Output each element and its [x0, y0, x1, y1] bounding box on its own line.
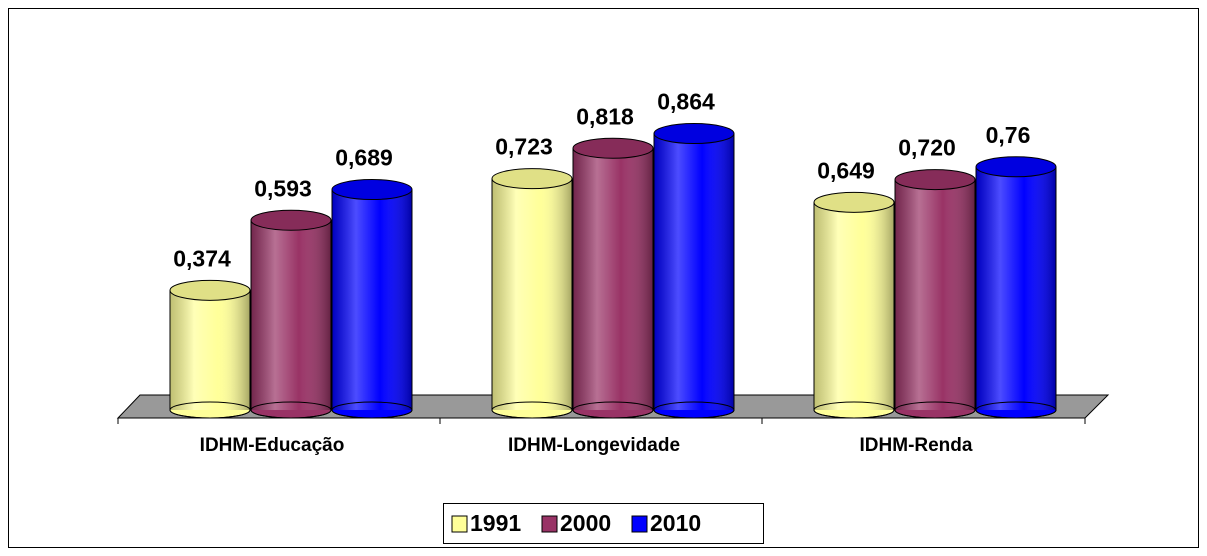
data-label: 0,76 — [986, 122, 1031, 148]
cylinder-shade — [332, 189, 412, 410]
cylinder-top-shade — [976, 156, 1056, 177]
cylinder-shade — [976, 166, 1056, 410]
cylinder-top-shade — [170, 280, 250, 301]
data-label: 0,818 — [576, 103, 634, 129]
cylinder-top — [813, 191, 895, 213]
cylinder-top-shade — [251, 210, 331, 231]
x-tick-label: IDHM-Longevidade — [508, 435, 680, 456]
cylinder-top — [250, 209, 332, 231]
cylinder-top-shade — [332, 179, 412, 200]
cylinder-top — [653, 123, 735, 145]
cylinder-shade — [170, 290, 250, 410]
legend-label: 2000 — [560, 510, 611, 536]
legend-swatch — [631, 515, 648, 533]
cylinder-top-shade — [895, 169, 975, 190]
legend — [443, 503, 764, 544]
cylinder-top-shade — [573, 138, 653, 159]
cylinder-shade — [895, 179, 975, 410]
cylinder-top — [975, 156, 1057, 178]
cylinder-top — [894, 169, 976, 191]
cylinder-top — [491, 168, 573, 190]
legend-label: 1991 — [470, 510, 521, 536]
data-label: 0,593 — [254, 175, 312, 201]
data-label: 0,720 — [898, 135, 956, 161]
cylinder-shade — [814, 202, 894, 410]
data-label: 0,689 — [335, 145, 393, 171]
cylinder-top-shade — [654, 123, 734, 144]
legend-swatch — [451, 515, 468, 533]
x-tick-label: IDHM-Renda — [860, 435, 973, 456]
cylinder-top — [169, 279, 251, 301]
legend-swatch — [541, 515, 558, 533]
cylinder-shade — [492, 178, 572, 410]
cylinder-top-shade — [814, 192, 894, 213]
x-tick-label: IDHM-Educação — [200, 435, 345, 456]
cylinder-top — [331, 179, 413, 201]
cylinder-shade — [654, 133, 734, 410]
data-label: 0,864 — [657, 89, 715, 115]
cylinder-shade — [573, 148, 653, 411]
cylinder-top-shade — [492, 168, 572, 189]
data-label: 0,374 — [173, 245, 231, 271]
data-label: 0,723 — [495, 134, 553, 160]
cylinder-top — [572, 137, 654, 159]
data-label: 0,649 — [817, 157, 875, 183]
cylinder-shade — [251, 220, 331, 410]
legend-label: 2010 — [650, 510, 701, 536]
